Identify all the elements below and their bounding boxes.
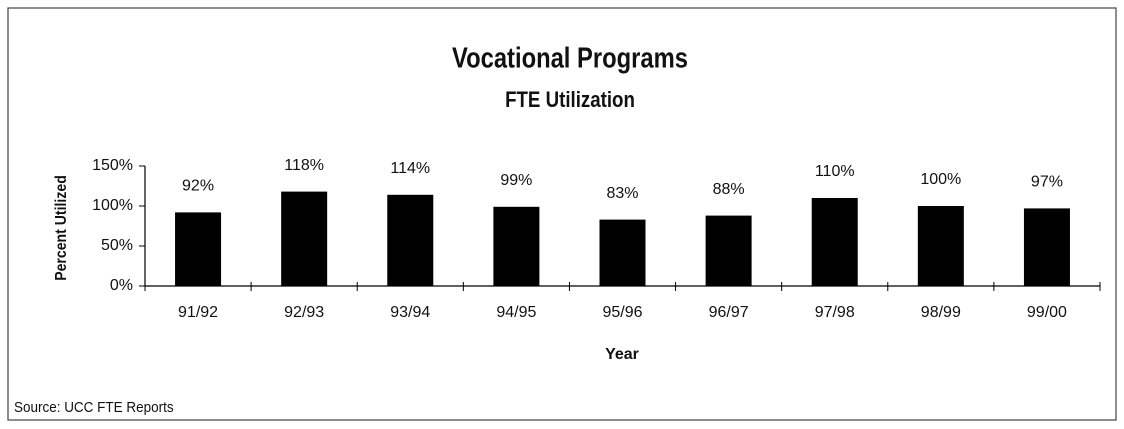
value-label: 88% (713, 181, 745, 198)
source-note: Source: UCC FTE Reports (14, 399, 174, 416)
value-label: 99% (500, 172, 532, 189)
chart-title: Vocational Programs (452, 41, 688, 74)
x-tick-label: 92/93 (284, 304, 324, 321)
y-tick-label: 0% (110, 277, 133, 294)
value-label: 114% (390, 160, 430, 177)
value-label: 92% (182, 178, 214, 195)
x-axis-label: Year (605, 346, 639, 363)
bar (811, 198, 858, 286)
bar (175, 212, 222, 286)
bar (493, 206, 540, 286)
x-tick-label: 95/96 (602, 304, 642, 321)
bar (281, 191, 328, 286)
x-tick-label: 94/95 (496, 304, 536, 321)
value-label: 83% (606, 185, 638, 202)
bar (387, 194, 434, 286)
bar (599, 219, 646, 286)
bar (705, 215, 752, 286)
bar (917, 206, 964, 286)
x-tick-label: 99/00 (1027, 304, 1067, 321)
x-tick-label: 97/98 (815, 304, 855, 321)
value-label: 97% (1031, 174, 1063, 191)
bar (1023, 208, 1070, 286)
y-tick-label: 150% (92, 157, 133, 174)
y-tick-label: 50% (101, 237, 133, 254)
y-tick-label: 100% (92, 197, 133, 214)
value-label: 100% (920, 171, 961, 188)
y-axis-label: Percent Utilized (52, 175, 70, 281)
value-label: 118% (284, 157, 324, 174)
x-tick-label: 98/99 (921, 304, 961, 321)
chart-subtitle: FTE Utilization (505, 88, 635, 112)
value-label: 110% (815, 163, 855, 180)
x-tick-label: 91/92 (178, 304, 218, 321)
x-tick-label: 96/97 (709, 304, 749, 321)
frame (7, 7, 1117, 421)
x-tick-label: 93/94 (390, 304, 430, 321)
